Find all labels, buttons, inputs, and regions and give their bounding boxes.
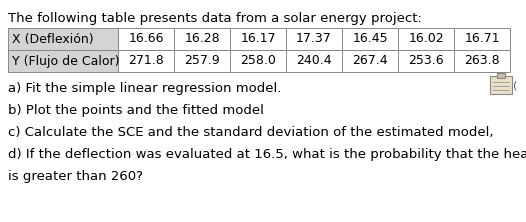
Text: 16.66: 16.66 xyxy=(128,32,164,46)
Text: (: ( xyxy=(513,80,518,90)
Text: X (Deflexión): X (Deflexión) xyxy=(12,32,94,46)
Bar xyxy=(8,50,118,72)
Text: 16.28: 16.28 xyxy=(184,32,220,46)
Text: 253.6: 253.6 xyxy=(408,54,444,67)
Text: a) Fit the simple linear regression model.: a) Fit the simple linear regression mode… xyxy=(8,82,281,95)
Bar xyxy=(490,76,512,94)
Bar xyxy=(230,50,286,72)
Text: 16.45: 16.45 xyxy=(352,32,388,46)
Text: 263.8: 263.8 xyxy=(464,54,500,67)
Text: Y (Flujo de Calor): Y (Flujo de Calor) xyxy=(12,54,119,67)
Bar xyxy=(230,28,286,50)
Bar xyxy=(174,28,230,50)
Bar xyxy=(398,28,454,50)
Bar xyxy=(342,28,398,50)
Bar xyxy=(8,28,118,50)
Text: 16.02: 16.02 xyxy=(408,32,444,46)
Text: 258.0: 258.0 xyxy=(240,54,276,67)
Text: 271.8: 271.8 xyxy=(128,54,164,67)
Bar xyxy=(286,28,342,50)
Bar xyxy=(342,50,398,72)
Text: d) If the deflection was evaluated at 16.5, what is the probability that the hea: d) If the deflection was evaluated at 16… xyxy=(8,148,526,161)
Bar xyxy=(454,50,510,72)
Text: 257.9: 257.9 xyxy=(184,54,220,67)
Bar xyxy=(286,50,342,72)
Text: The following table presents data from a solar energy project:: The following table presents data from a… xyxy=(8,12,422,25)
Text: b) Plot the points and the fitted model: b) Plot the points and the fitted model xyxy=(8,104,264,117)
Bar xyxy=(118,28,174,50)
Text: is greater than 260?: is greater than 260? xyxy=(8,170,143,183)
Bar xyxy=(174,50,230,72)
Text: 240.4: 240.4 xyxy=(296,54,332,67)
Text: 17.37: 17.37 xyxy=(296,32,332,46)
Text: 267.4: 267.4 xyxy=(352,54,388,67)
Bar xyxy=(118,50,174,72)
Text: c) Calculate the SCE and the standard deviation of the estimated model,: c) Calculate the SCE and the standard de… xyxy=(8,126,493,139)
Bar xyxy=(398,50,454,72)
Text: 16.71: 16.71 xyxy=(464,32,500,46)
Bar xyxy=(454,28,510,50)
Text: 16.17: 16.17 xyxy=(240,32,276,46)
Bar xyxy=(497,73,505,78)
